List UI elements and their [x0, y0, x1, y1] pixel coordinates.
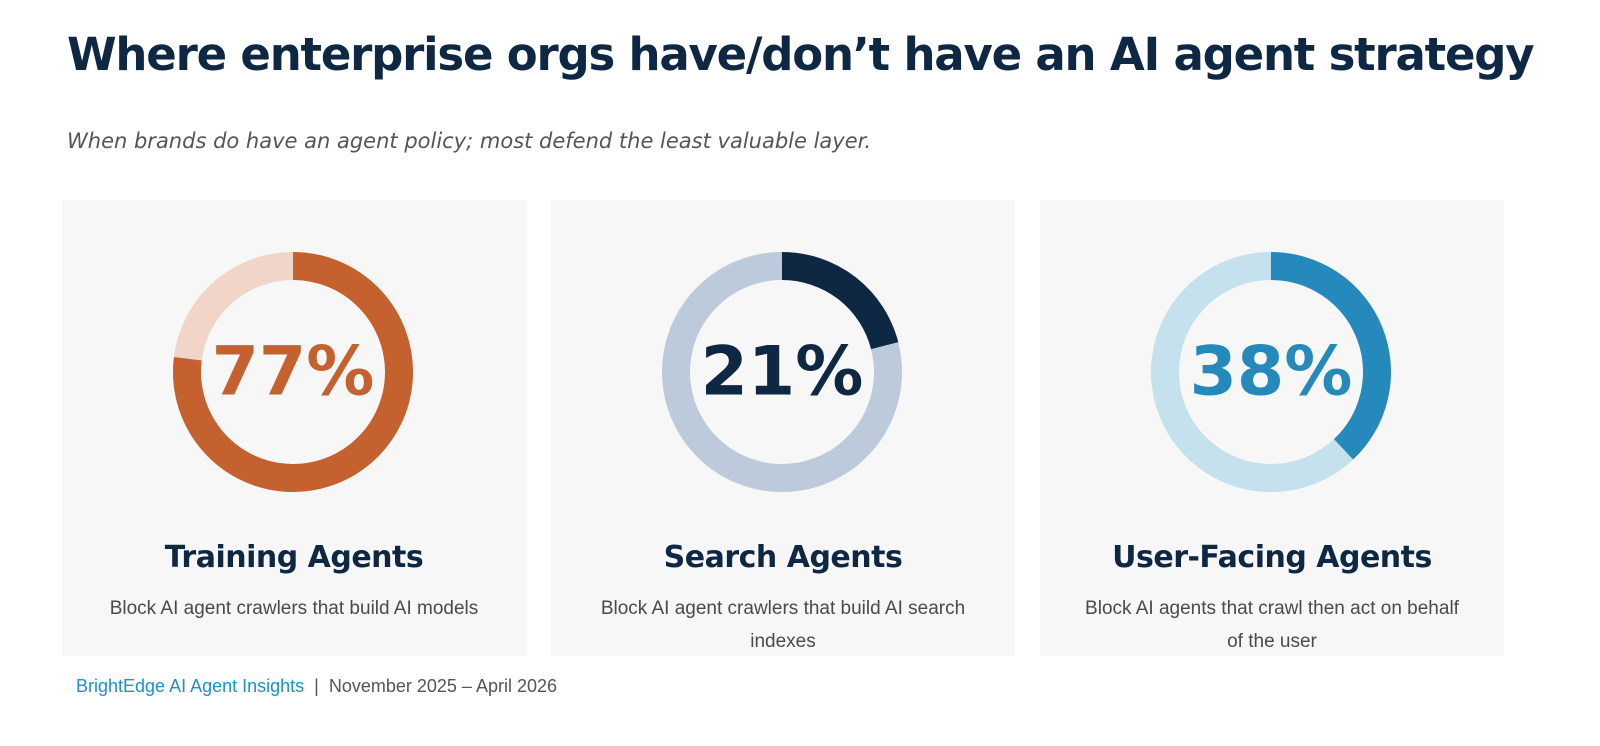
page-title: Where enterprise orgs have/don’t have an… [67, 28, 1535, 81]
footer-period: November 2025 – April 2026 [328, 676, 557, 696]
page-subtitle: When brands do have an agent policy; mos… [67, 129, 872, 153]
percent-label: 21% [701, 333, 864, 412]
card-training-agents: 77% Training Agents Block AI agent crawl… [62, 200, 526, 656]
donut-arc-training [173, 252, 413, 492]
donut-arc-user-facing [1270, 252, 1391, 460]
footer-separator: | [314, 676, 319, 696]
percent-label: 38% [1190, 333, 1353, 412]
footer: BrightEdge AI Agent Insights | November 20… [76, 676, 557, 697]
card-title: User-Facing Agents [1112, 540, 1432, 575]
donut-chart-user-facing: 38% [1151, 252, 1391, 492]
percent-label: 77% [212, 333, 375, 412]
card-description: Block AI agents that crawl then act on b… [1085, 598, 1459, 652]
footer-brand: BrightEdge AI Agent Insights [76, 676, 305, 696]
donut-arc-search [781, 252, 899, 350]
donut-chart-search: 21% [662, 252, 902, 492]
card-user-facing-agents: 38% User-Facing Agents Block AI agents t… [1040, 200, 1504, 656]
card-title: Search Agents [663, 540, 903, 575]
card-search-agents: 21% Search Agents Block AI agent crawler… [551, 200, 1015, 656]
card-title: Training Agents [164, 540, 424, 575]
donut-chart-training: 77% [173, 252, 413, 492]
card-description: Block AI agent crawlers that build AI mo… [109, 598, 479, 619]
card-description: Block AI agent crawlers that build AI se… [600, 598, 966, 652]
